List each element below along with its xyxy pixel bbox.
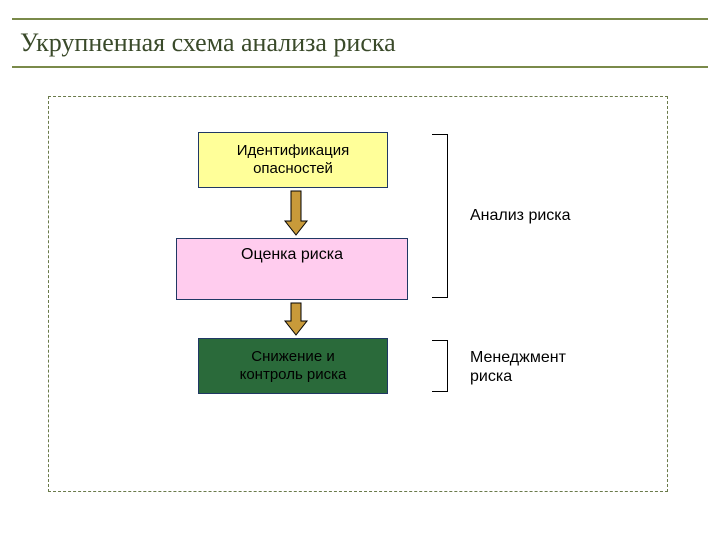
label-management: Менеджментриска <box>470 348 566 386</box>
label-analysis: Анализ риска <box>470 206 571 225</box>
box-identification-label: Идентификацияопасностей <box>237 142 349 178</box>
box-control-label: Снижение иконтроль риска <box>240 348 347 384</box>
slide-title: Укрупненная схема анализа риска <box>20 28 396 58</box>
header-rule-top <box>12 18 708 20</box>
box-control: Снижение иконтроль риска <box>198 338 388 394</box>
arrow-1 <box>283 190 309 236</box>
bracket-analysis <box>432 134 448 298</box>
box-identification: Идентификацияопасностей <box>198 132 388 188</box>
header-rule-bottom <box>12 66 708 68</box>
box-assessment-label: Оценка риска <box>241 245 343 264</box>
box-assessment: Оценка риска <box>176 238 408 300</box>
bracket-management <box>432 340 448 392</box>
arrow-2 <box>283 302 309 336</box>
